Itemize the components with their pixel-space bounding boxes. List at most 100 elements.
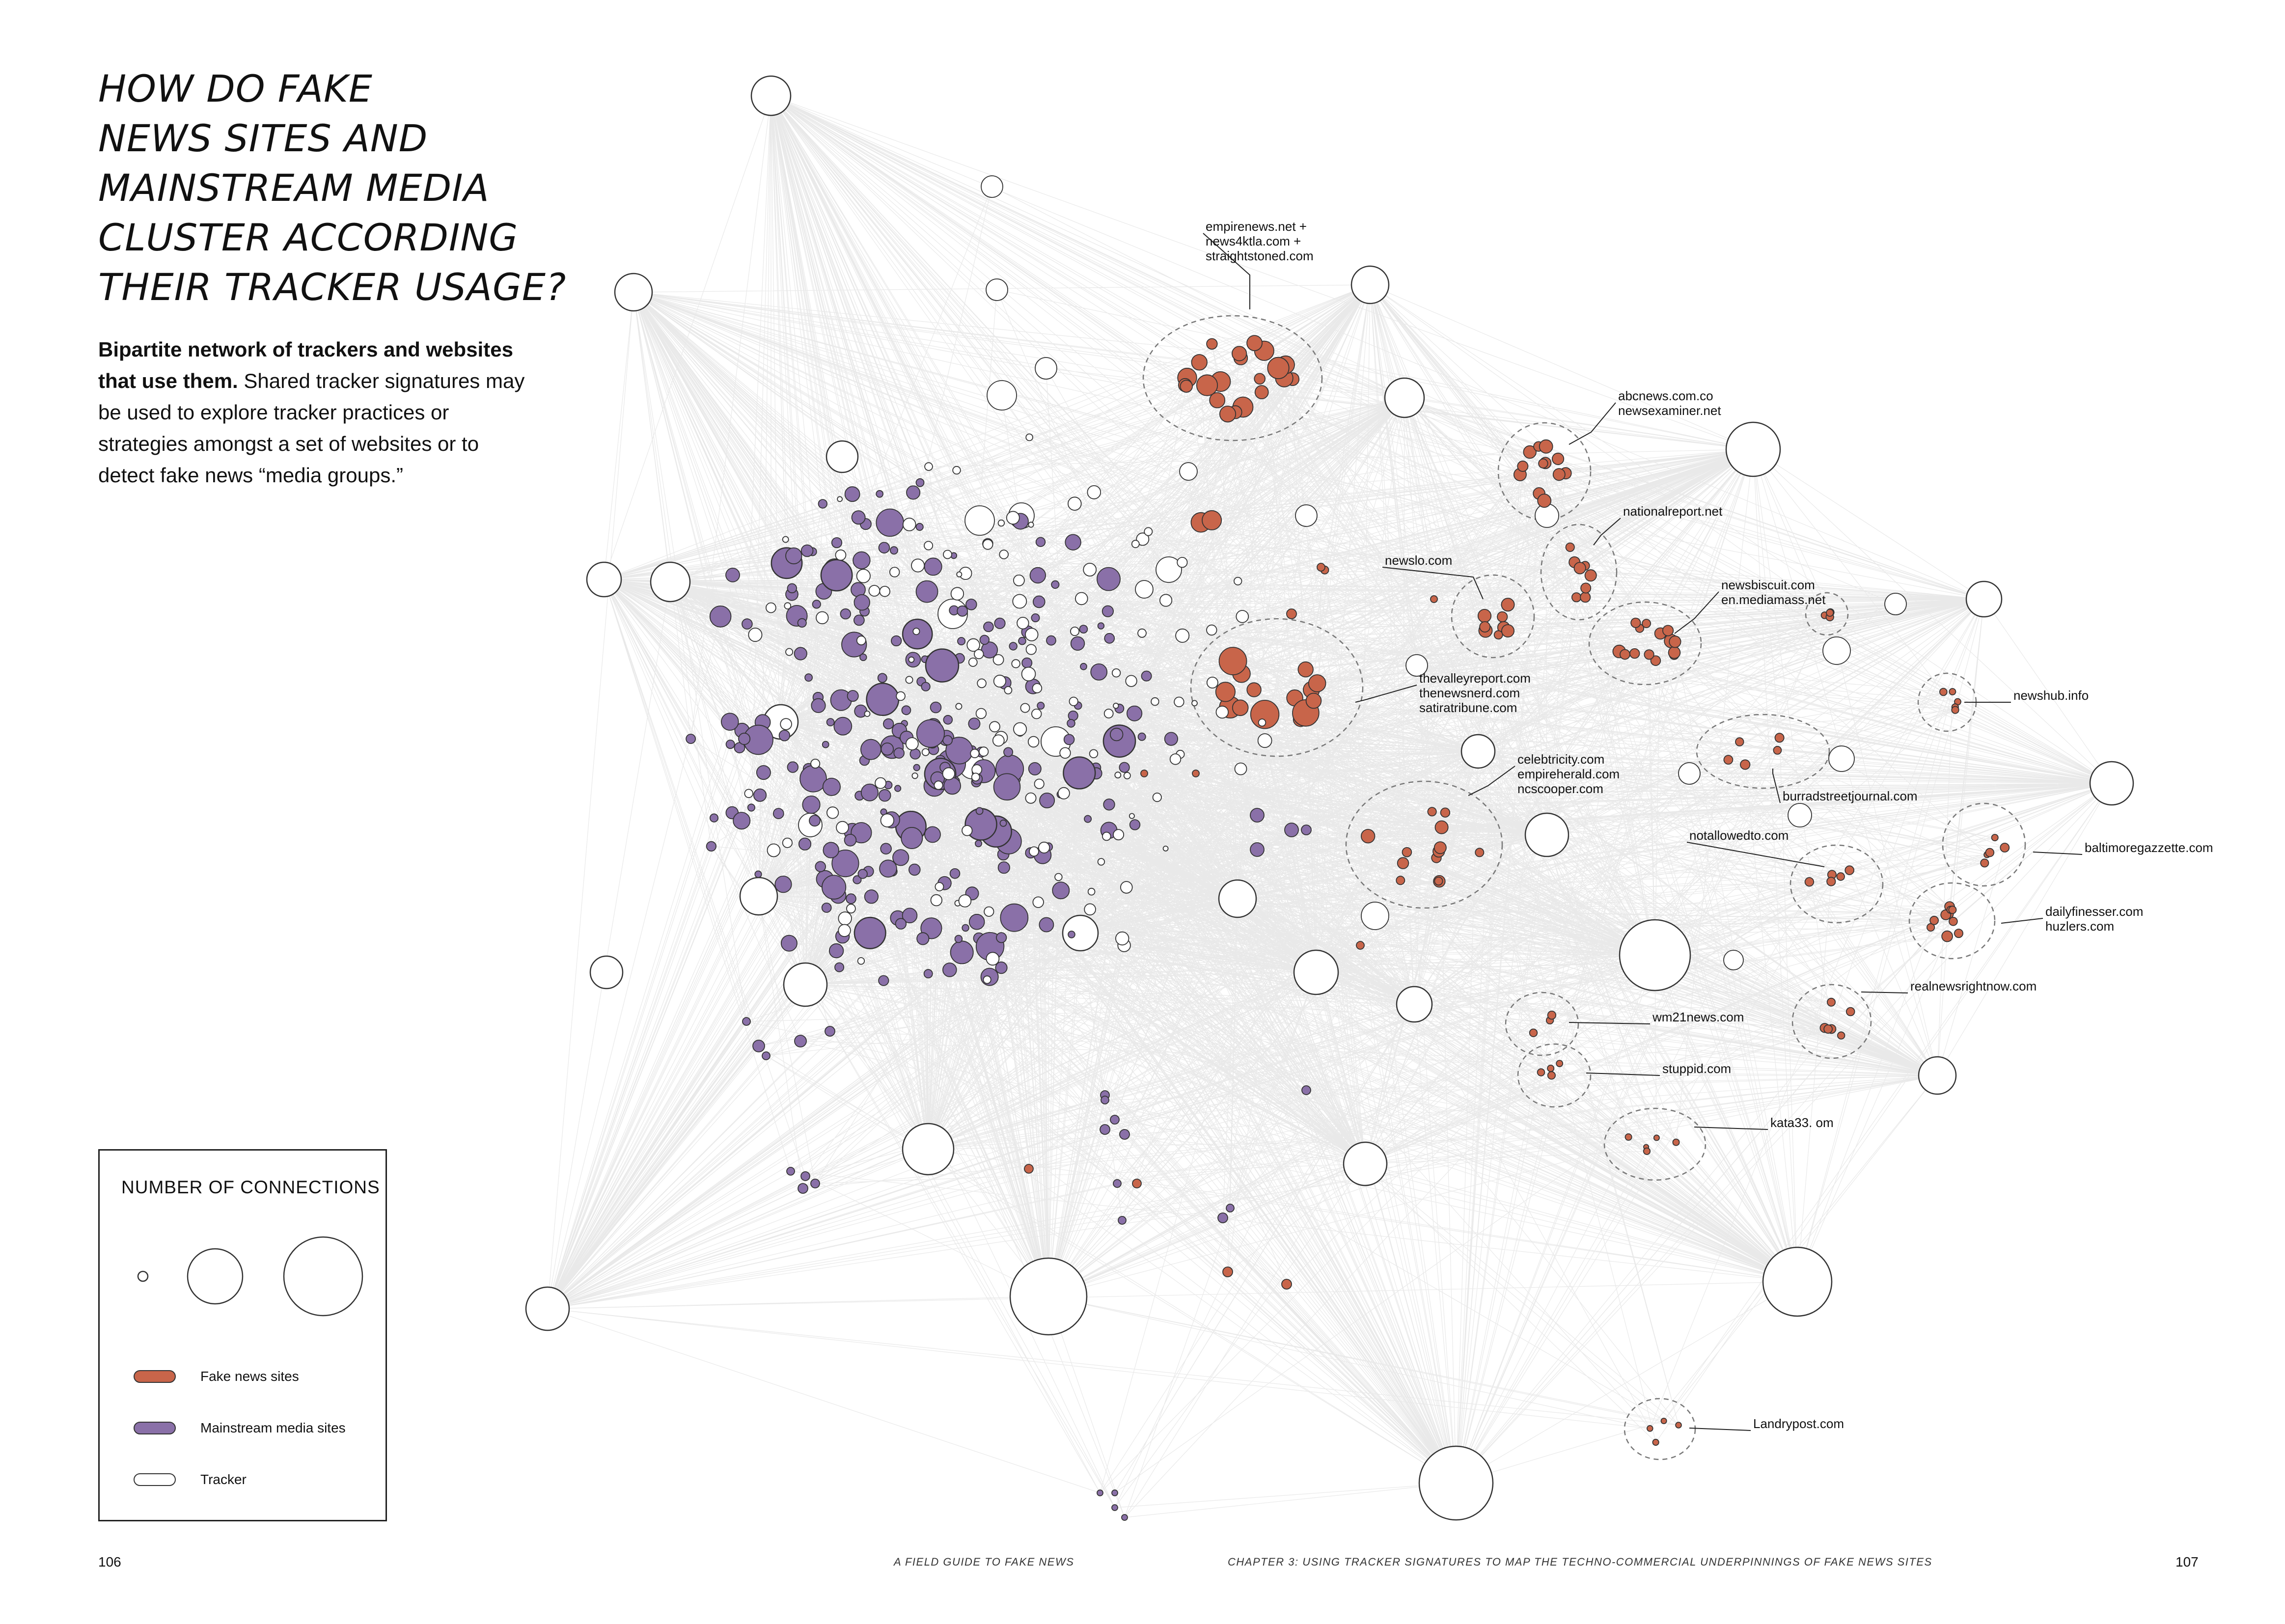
cluster-label: kata33. om (1770, 1115, 1834, 1130)
runner-left: A FIELD GUIDE TO FAKE NEWS (894, 1556, 1074, 1568)
tracker-node (908, 656, 915, 663)
tracker-node (911, 558, 925, 573)
tracker-node (986, 952, 1000, 966)
tracker-node (857, 957, 865, 965)
tracker-node (968, 658, 978, 667)
tracker-node (1009, 1257, 1088, 1336)
mainstream-node (1063, 756, 1096, 790)
cluster-outline (1142, 315, 1323, 441)
tracker-node (970, 748, 980, 758)
fake-node (1949, 917, 1958, 926)
fake-node (1434, 820, 1449, 834)
fake-node (1647, 1425, 1653, 1432)
tracker-node (992, 654, 1004, 665)
fake-node (1434, 877, 1443, 886)
fake-node (1948, 906, 1957, 914)
mainstream-node (794, 1035, 807, 1047)
mainstream-node (965, 599, 977, 610)
fake-node (1669, 635, 1681, 648)
mainstream-node (754, 870, 762, 878)
label-leader-line (1674, 591, 1719, 634)
fake-node (1927, 923, 1935, 932)
mainstream-node (1250, 808, 1265, 823)
mainstream-node (859, 653, 867, 661)
fake-node (1675, 1422, 1682, 1429)
mainstream-node (833, 716, 853, 736)
mainstream-node (894, 785, 902, 792)
tracker-node (525, 1286, 570, 1331)
mainstream-node (1037, 702, 1045, 710)
tracker-node (766, 602, 776, 613)
tracker-node (1350, 265, 1390, 304)
mainstream-node (738, 733, 751, 745)
fake-node (1523, 445, 1537, 459)
tracker-node (1162, 846, 1169, 852)
mainstream-node (1097, 567, 1121, 591)
mainstream-node (877, 673, 887, 683)
mainstream-node (853, 551, 871, 570)
fake-node (1132, 1179, 1142, 1188)
cluster-outlines-layer (1142, 315, 2026, 1460)
cluster-outline (1505, 991, 1579, 1056)
mainstream-node (762, 1051, 771, 1060)
mainstream-node (878, 789, 891, 802)
label-leader-line (2001, 918, 2043, 924)
fake-node (1773, 745, 1782, 755)
mainstream-node (742, 1017, 751, 1026)
mainstream-node (924, 557, 942, 576)
legend-label-mainstream: Mainstream media sites (200, 1420, 346, 1435)
mainstream-node (844, 486, 860, 502)
cluster-outline (1517, 1043, 1592, 1108)
mainstream-node (1111, 1504, 1118, 1511)
cluster-label-line: notallowedto.com (1689, 828, 1789, 843)
fake-node (1538, 458, 1548, 469)
mainstream-node (1164, 732, 1178, 746)
tracker-node (905, 737, 919, 750)
tracker-node (864, 711, 871, 717)
fake-node (1650, 655, 1661, 666)
tracker-node (1034, 778, 1045, 789)
description-body: Shared tracker signatures may be used to… (98, 369, 525, 487)
fake-node (1501, 624, 1514, 638)
mainstream-node (1119, 762, 1130, 773)
tracker-node (1120, 881, 1133, 894)
fake-node (1517, 460, 1529, 472)
fake-node (1826, 997, 1836, 1007)
mainstream-node (1029, 567, 1046, 584)
mainstream-node (1000, 903, 1029, 932)
tracker-node (748, 628, 763, 642)
tracker-node (1965, 580, 2003, 618)
mainstream-node (822, 777, 841, 796)
mainstream-node (962, 924, 969, 932)
tracker-node (1115, 931, 1129, 946)
tracker-node (1027, 736, 1040, 748)
tracker-node (782, 536, 789, 543)
tracker-node (986, 278, 1008, 301)
mainstream-node (979, 634, 990, 645)
mainstream-node (1039, 793, 1055, 809)
mainstream-node (800, 544, 814, 557)
tracker-node (1136, 532, 1150, 546)
mainstream-node (1137, 732, 1146, 741)
mainstream-node (890, 546, 899, 555)
mainstream-node (942, 963, 957, 977)
fake-node (1619, 649, 1630, 660)
tracker-node (1884, 593, 1907, 615)
mainstream-node (1141, 670, 1152, 682)
tracker-node (1191, 700, 1198, 707)
mainstream-node (915, 523, 924, 531)
tracker-node (1021, 666, 1036, 682)
fake-node (1267, 357, 1290, 380)
legend-swatch-fake (134, 1370, 176, 1383)
fake-node (1493, 630, 1503, 640)
mainstream-node (733, 812, 751, 830)
fake-node (1949, 688, 1956, 695)
tracker-node (1032, 896, 1044, 908)
tracker-node (835, 549, 847, 561)
fake-node (1939, 688, 1948, 696)
mainstream-node (860, 739, 881, 760)
fake-node (1845, 865, 1855, 875)
mainstream-node (822, 875, 847, 900)
mainstream-node (895, 918, 907, 930)
tracker-node (964, 505, 995, 536)
